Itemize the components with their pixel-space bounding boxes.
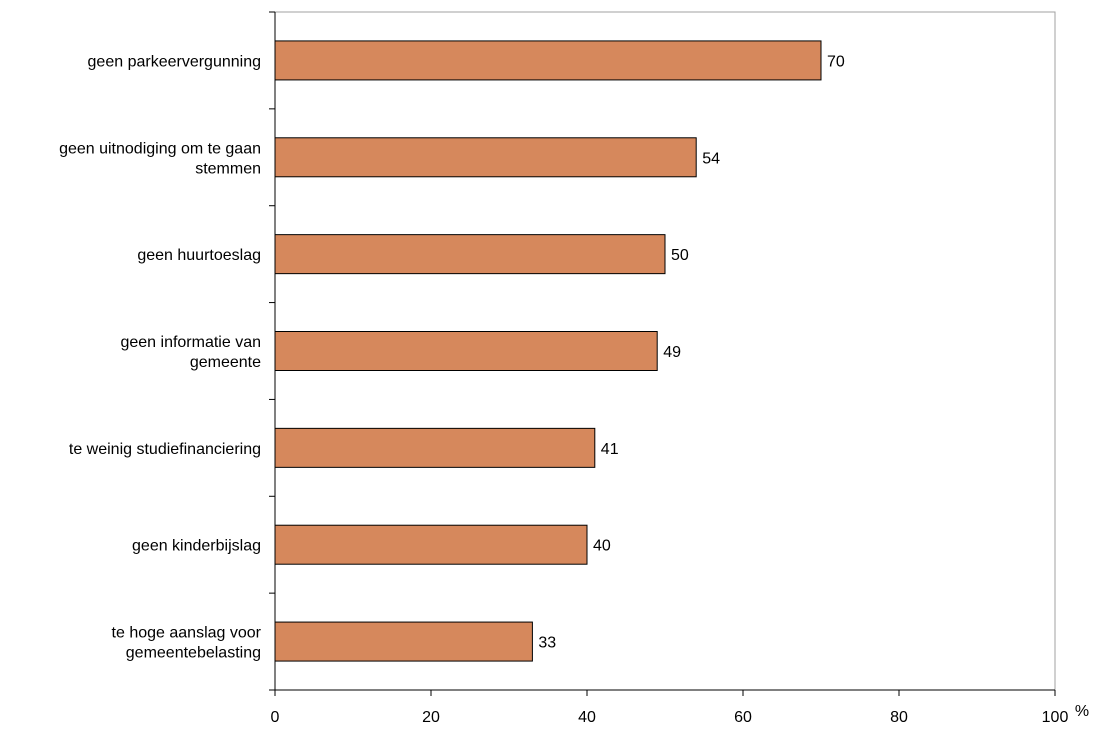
- category-label-line: geen kinderbijslag: [132, 538, 261, 555]
- category-label: te hoge aanslag voor gemeentebelasting: [112, 625, 262, 662]
- x-tick-label: 20: [422, 709, 440, 726]
- bar-value-label: 49: [663, 344, 681, 361]
- bar: [274, 234, 666, 275]
- category-label-line: geen uitnodiging om te gaan: [59, 140, 261, 157]
- x-tick-label: 0: [271, 709, 280, 726]
- category-label-line: te weinig studiefinanciering: [69, 441, 261, 458]
- x-tick-label: 100: [1042, 709, 1069, 726]
- bar-value-label: 40: [593, 538, 611, 555]
- category-label: geen huurtoeslag: [137, 247, 261, 264]
- bar: [274, 137, 697, 178]
- category-label-line: gemeentebelasting: [126, 645, 261, 662]
- bar-value-label: 70: [827, 53, 845, 70]
- category-label-line: gemeente: [190, 354, 261, 371]
- category-label: geen kinderbijslag: [132, 538, 261, 555]
- bar: [274, 331, 658, 371]
- bar: [274, 524, 588, 565]
- x-tick-label: 60: [734, 709, 752, 726]
- category-label-line: te hoge aanslag voor: [112, 625, 262, 642]
- category-label: geen informatie van gemeente: [120, 334, 261, 371]
- category-label: geen uitnodiging om te gaan stemmen: [59, 140, 261, 177]
- axes-group: 0 20 40 60 80 100 % geen parkeervergunning geen …: [59, 11, 1089, 726]
- bar: [274, 621, 533, 662]
- category-label-line: geen huurtoeslag: [137, 247, 261, 264]
- bar-value-label: 54: [702, 150, 720, 167]
- x-axis-unit-label: %: [1075, 703, 1089, 720]
- bar: [274, 40, 822, 81]
- x-tick-label: 80: [890, 709, 908, 726]
- category-label-line: geen informatie van: [120, 334, 261, 351]
- x-tick-label: 40: [578, 709, 596, 726]
- bar-value-label: 33: [538, 635, 556, 652]
- bar-value-label: 41: [601, 441, 619, 458]
- category-label: geen parkeervergunning: [88, 53, 261, 70]
- category-label-line: geen parkeervergunning: [88, 53, 261, 70]
- bar: [274, 427, 596, 468]
- category-label: te weinig studiefinanciering: [69, 441, 261, 458]
- category-label-line: stemmen: [195, 160, 261, 177]
- bars-group: 70 54 50 49 41 40 33: [274, 40, 845, 662]
- bar-value-label: 50: [671, 247, 689, 264]
